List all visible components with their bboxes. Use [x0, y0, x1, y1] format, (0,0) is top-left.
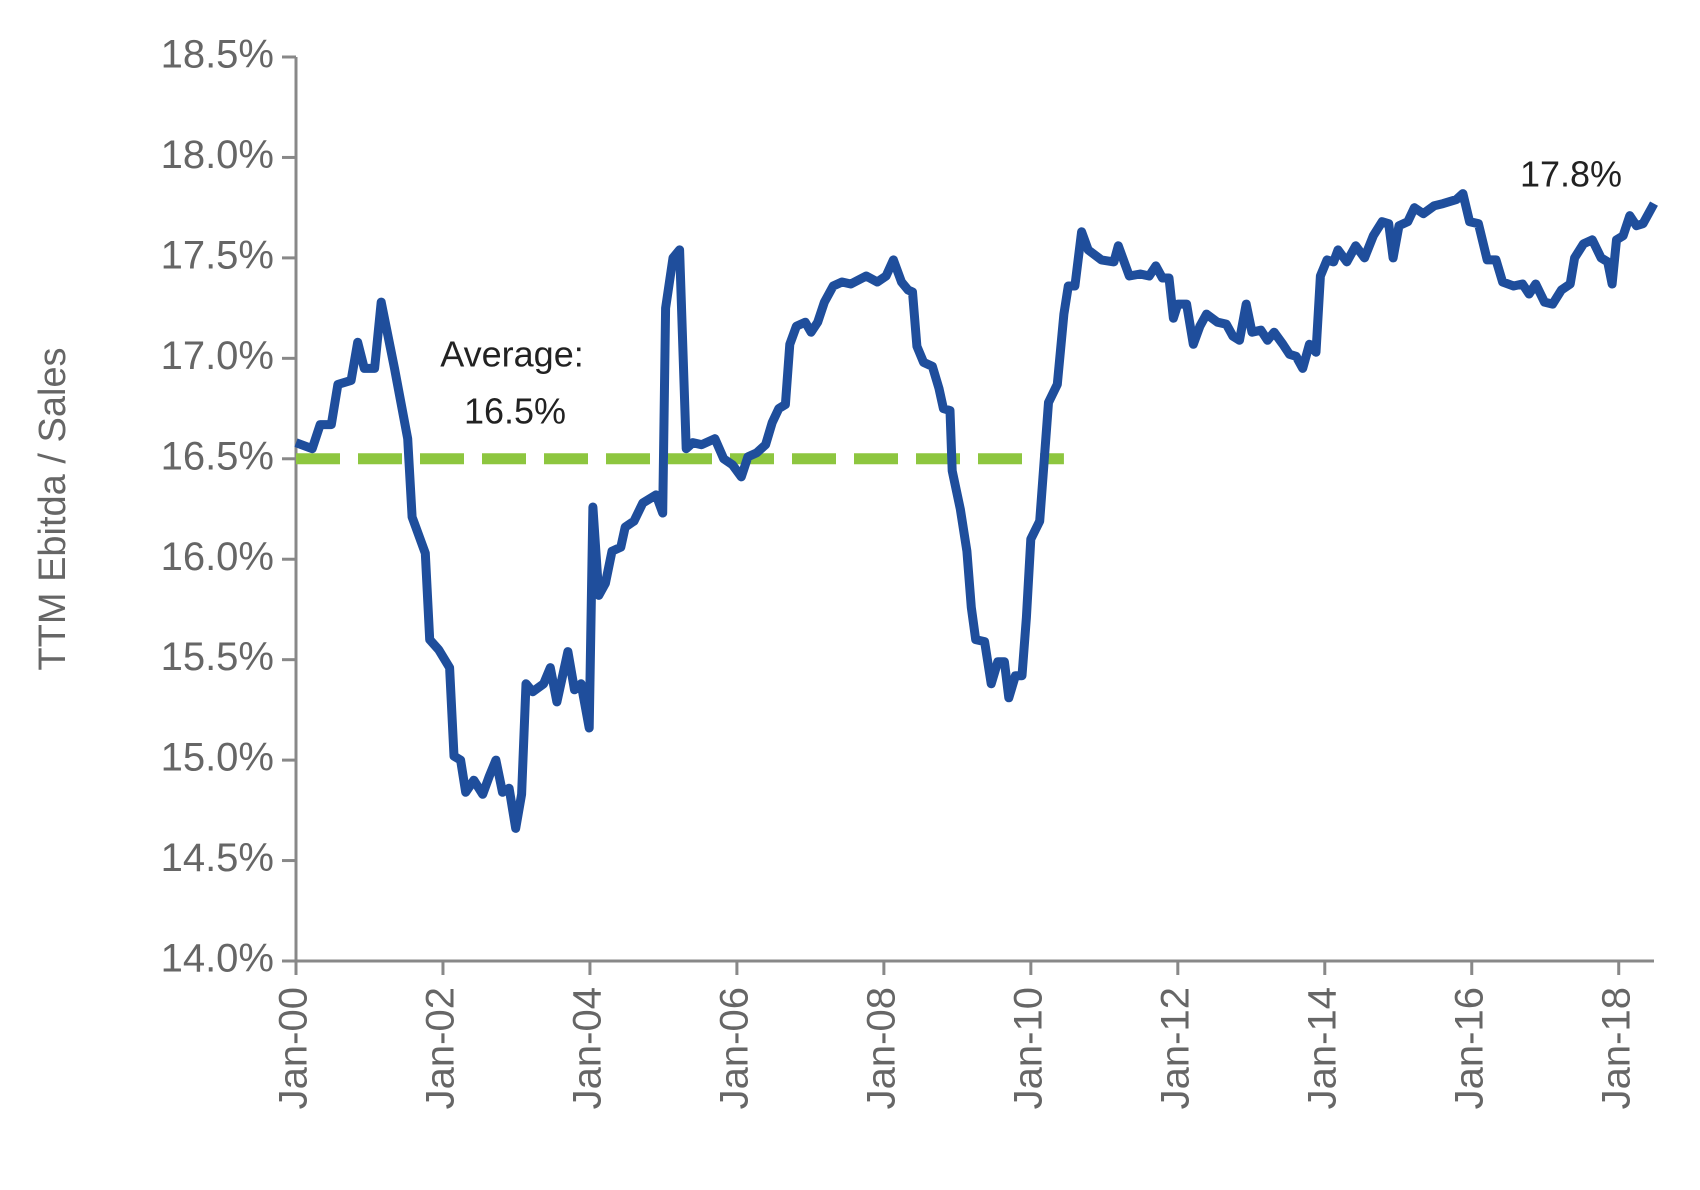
y-tick-label: 17.0% — [161, 334, 274, 378]
x-tick-label: Jan-06 — [712, 987, 756, 1109]
y-tick-label: 14.5% — [161, 836, 274, 880]
x-tick-label: Jan-02 — [419, 987, 463, 1109]
y-tick-label: 15.5% — [161, 635, 274, 679]
y-tick-label: 18.0% — [161, 133, 274, 177]
y-axis-title: TTM Ebitda / Sales — [32, 347, 74, 670]
y-tick-label: 14.0% — [161, 937, 274, 981]
x-tick-label: Jan-08 — [859, 987, 903, 1109]
y-tick-label: 18.5% — [161, 33, 274, 77]
end-label: 17.8% — [1520, 154, 1622, 195]
y-tick-label: 16.5% — [161, 434, 274, 478]
x-tick-label: Jan-00 — [272, 987, 316, 1109]
x-tick-label: Jan-04 — [566, 987, 610, 1109]
x-tick-label: Jan-14 — [1300, 987, 1344, 1109]
average-label: 16.5% — [464, 391, 566, 432]
average-label: Average: — [440, 334, 583, 375]
x-tick-label: Jan-18 — [1594, 987, 1638, 1109]
y-tick-label: 15.0% — [161, 736, 274, 780]
y-tick-label: 17.5% — [161, 233, 274, 277]
data-line — [294, 189, 1658, 833]
x-tick-label: Jan-12 — [1153, 987, 1197, 1109]
y-tick-label: 16.0% — [161, 535, 274, 579]
x-tick-label: Jan-16 — [1447, 987, 1491, 1109]
x-tick-label: Jan-10 — [1006, 987, 1050, 1109]
